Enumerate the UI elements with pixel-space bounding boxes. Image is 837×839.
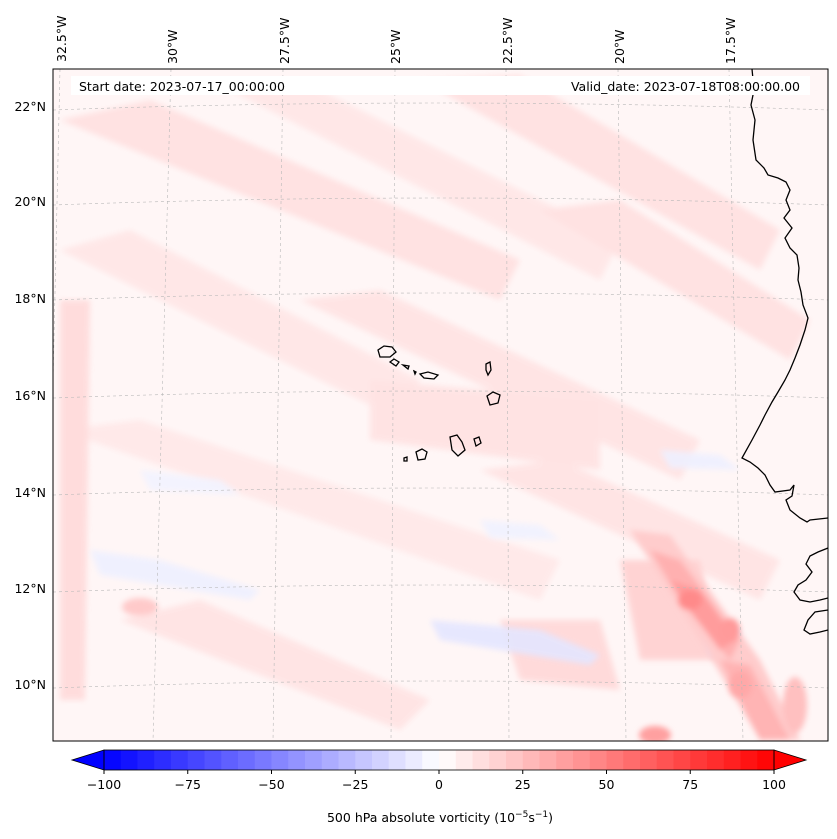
colorbar-cell: [305, 750, 323, 770]
colorbar-high-extension: [773, 749, 808, 771]
colorbar-tick-label: −75: [175, 777, 201, 792]
colorbar-tick-label: −50: [258, 777, 284, 792]
colorbar-cell: [623, 750, 641, 770]
colorbar-cell: [690, 750, 708, 770]
cape-verde-islands: [377, 345, 501, 462]
colorbar-cell: [757, 750, 775, 770]
lon-label: 27.5°W: [277, 18, 292, 64]
colorbar-cell: [187, 750, 206, 770]
lon-label: 17.5°W: [723, 18, 738, 64]
colorbar-cell: [673, 750, 691, 770]
colorbar-cell: [606, 750, 624, 770]
colorbar-cell: [573, 750, 591, 770]
start-date-label: Start date: 2023-07-17_00:00:00: [79, 79, 285, 94]
colorbar-cell: [522, 750, 541, 770]
colorbar-cell: [472, 750, 490, 770]
colorbar-cell: [740, 750, 758, 770]
graticule: [53, 69, 828, 741]
lat-label: 10°N: [14, 677, 46, 692]
lat-label: 12°N: [14, 581, 46, 596]
colorbar-tick-label: −100: [87, 777, 121, 792]
lat-label: 16°N: [14, 388, 46, 403]
colorbar-tick-label: −25: [342, 777, 368, 792]
colorbar-label-end: ): [548, 810, 553, 825]
colorbar-cell: [321, 750, 340, 770]
colorbar-cell: [120, 750, 139, 770]
colorbar-cell: [489, 750, 507, 770]
colorbar-cell: [539, 750, 557, 770]
lon-label: 20°W: [612, 29, 627, 64]
colorbar: −100 −75 −50 −25 0 25 50 75 100 500 hPa absolute…: [70, 749, 808, 825]
colorbar-cell: [640, 750, 658, 770]
colorbar-cell: [171, 750, 189, 770]
colorbar-tick-label: 0: [435, 777, 443, 792]
colorbar-tick-label: 100: [762, 777, 786, 792]
colorbar-label: 500 hPa absolute vorticity (10−5s−1): [327, 810, 553, 825]
colorbar-tick-label: 75: [682, 777, 698, 792]
lon-label: 22.5°W: [500, 18, 515, 64]
lat-label: 20°N: [14, 194, 46, 209]
colorbar-cell: [271, 750, 289, 770]
colorbar-cell: [355, 750, 373, 770]
colorbar-cells: [104, 750, 775, 770]
valid-date-label: Valid_date: 2023-07-18T08:00:00.00: [571, 79, 800, 94]
colorbar-tick-label: 50: [599, 777, 615, 792]
colorbar-cell: [405, 750, 423, 770]
colorbar-cell: [422, 750, 440, 770]
lon-label: 25°W: [388, 29, 403, 64]
lat-label: 18°N: [14, 291, 46, 306]
colorbar-tick-label: 25: [515, 777, 531, 792]
coastline: [741, 69, 828, 635]
colorbar-cell: [288, 750, 306, 770]
colorbar-label-exp2: −1: [535, 810, 548, 820]
vorticity-field: [60, 75, 810, 741]
colorbar-low-extension: [70, 749, 105, 771]
lon-label: 30°W: [165, 29, 180, 64]
colorbar-cell: [137, 750, 155, 770]
colorbar-cell: [556, 750, 574, 770]
colorbar-cell: [506, 750, 524, 770]
colorbar-cell: [338, 750, 356, 770]
colorbar-cell: [221, 750, 239, 770]
map-panel: Start date: 2023-07-17_00:00:00 Valid_da…: [52, 68, 829, 742]
colorbar-cell: [723, 750, 742, 770]
lon-label: 32.5°W: [54, 16, 69, 62]
lat-label: 22°N: [14, 99, 46, 114]
colorbar-cell: [204, 750, 222, 770]
colorbar-cell: [372, 750, 390, 770]
colorbar-cell: [455, 750, 474, 770]
colorbar-ticks: −100 −75 −50 −25 0 25 50 75 100: [87, 770, 786, 792]
colorbar-label-main: 500 hPa absolute vorticity (10: [327, 810, 515, 825]
colorbar-label-unit: s: [528, 810, 535, 825]
longitude-labels: 32.5°W 30°W 27.5°W 25°W 22.5°W 20°W 17.5…: [54, 16, 738, 64]
colorbar-cell: [254, 750, 273, 770]
colorbar-cell: [238, 750, 256, 770]
lat-label: 14°N: [14, 485, 46, 500]
map-frame: [52, 68, 829, 742]
colorbar-cell: [589, 750, 608, 770]
colorbar-label-exp1: −5: [515, 810, 528, 820]
colorbar-cell: [707, 750, 725, 770]
latitude-labels: 22°N 20°N 18°N 16°N 14°N 12°N 10°N: [14, 99, 46, 692]
colorbar-cell: [656, 750, 675, 770]
colorbar-cell: [439, 750, 457, 770]
colorbar-cell: [104, 750, 122, 770]
colorbar-cell: [388, 750, 407, 770]
colorbar-cell: [154, 750, 172, 770]
header-band: [71, 76, 810, 95]
